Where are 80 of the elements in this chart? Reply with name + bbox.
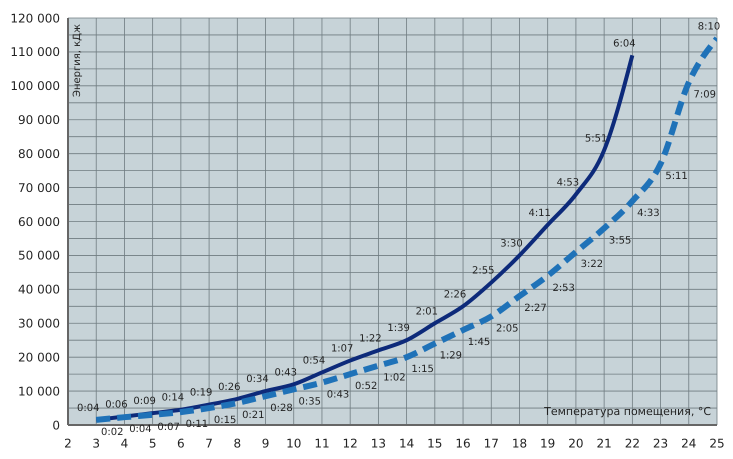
annotation: 0:04: [129, 424, 152, 436]
annotation: 0:43: [326, 390, 350, 401]
annotation: 0:35: [298, 396, 321, 408]
annotation: 0:26: [218, 382, 241, 393]
y-tick-label: 50 000: [18, 248, 60, 263]
y-tick-label: 120 000: [10, 11, 60, 26]
x-tick-label: 5: [148, 436, 156, 451]
annotation: 3:22: [580, 259, 604, 270]
annotation: 0:09: [133, 396, 156, 408]
y-tick-label: 100 000: [10, 79, 60, 94]
annotation: 0:54: [302, 355, 326, 366]
annotation: 1:29: [440, 350, 462, 362]
annotation: 0:34: [246, 374, 269, 386]
annotation: 4:53: [556, 177, 580, 188]
annotation: 1:39: [387, 323, 410, 334]
y-tick-label: 30 000: [18, 316, 60, 331]
annotation: 4:33: [637, 208, 660, 220]
x-tick-label: 16: [455, 436, 471, 451]
annotation: 7:09: [694, 89, 716, 100]
x-tick-label: 20: [568, 436, 584, 451]
annotation: 0:19: [190, 388, 212, 399]
x-tick-label: 24: [681, 436, 696, 451]
y-tick-label: 110 000: [10, 45, 60, 60]
x-tick-label: 6: [177, 436, 185, 451]
x-tick-label: 23: [652, 436, 668, 451]
annotation: 2:55: [472, 266, 494, 277]
annotation: 4:11: [528, 208, 551, 219]
x-tick-label: 9: [262, 436, 270, 451]
annotation: 0:43: [274, 367, 297, 378]
y-tick-label: 0: [52, 418, 60, 432]
y-axis-title: Энергия, кДж: [72, 24, 83, 98]
annotation: 2:01: [416, 306, 438, 318]
annotation: 8:10: [698, 21, 720, 32]
x-tick-label: 11: [314, 436, 330, 451]
annotation: 0:04: [76, 402, 100, 414]
annotation: 3:55: [608, 235, 632, 246]
x-tick-label: 18: [512, 436, 528, 451]
x-tick-label: 22: [624, 436, 640, 451]
annotation: 6:04: [613, 38, 636, 50]
x-tick-label: 15: [427, 436, 442, 451]
x-tick-label: 10: [286, 436, 302, 451]
annotation: 5:11: [665, 170, 688, 182]
annotation: 5:51: [584, 133, 608, 144]
annotation: 0:02: [100, 426, 124, 438]
annotation: 2:27: [524, 303, 547, 314]
annotation: 0:21: [242, 410, 265, 421]
y-tick-label: 80 000: [18, 146, 60, 161]
x-tick-label: 3: [92, 436, 100, 451]
x-tick-label: 7: [205, 436, 213, 451]
annotation: 0:15: [214, 415, 236, 426]
y-tick-label: 10 000: [18, 384, 60, 398]
annotation: 1:22: [359, 333, 382, 344]
x-tick-label: 25: [709, 436, 725, 451]
y-tick-label: 20 000: [18, 350, 60, 364]
annotation: 1:07: [330, 344, 354, 355]
annotation: 2:53: [552, 282, 575, 294]
annotation: 2:26: [444, 289, 466, 300]
annotation: 0:14: [162, 392, 184, 404]
annotation: 2:05: [496, 323, 518, 334]
annotation: 1:15: [411, 364, 434, 376]
y-tick-label: 60 000: [18, 214, 60, 229]
x-tick-label: 14: [398, 436, 414, 451]
x-tick-label: 19: [540, 436, 556, 451]
annotation: 1:02: [383, 372, 406, 384]
x-axis-title: Температура помещения, °C: [543, 405, 712, 418]
x-tick-label: 12: [342, 436, 358, 451]
x-tick-label: 8: [233, 436, 242, 451]
x-tick-label: 17: [484, 436, 499, 451]
x-tick-label: 13: [370, 436, 386, 451]
x-tick-label: 2: [64, 436, 72, 451]
annotation: 1:45: [468, 337, 490, 348]
x-tick-label: 21: [596, 436, 612, 451]
y-tick-label: 40 000: [18, 282, 60, 297]
annotation: 0:06: [105, 400, 128, 411]
x-tick-label: 4: [120, 436, 128, 451]
annotation: 3:30: [500, 238, 523, 250]
y-tick-label: 70 000: [18, 180, 60, 195]
y-tick-label: 90 000: [18, 113, 60, 128]
annotation: 0:52: [354, 381, 378, 392]
annotation: 0:28: [270, 403, 293, 414]
